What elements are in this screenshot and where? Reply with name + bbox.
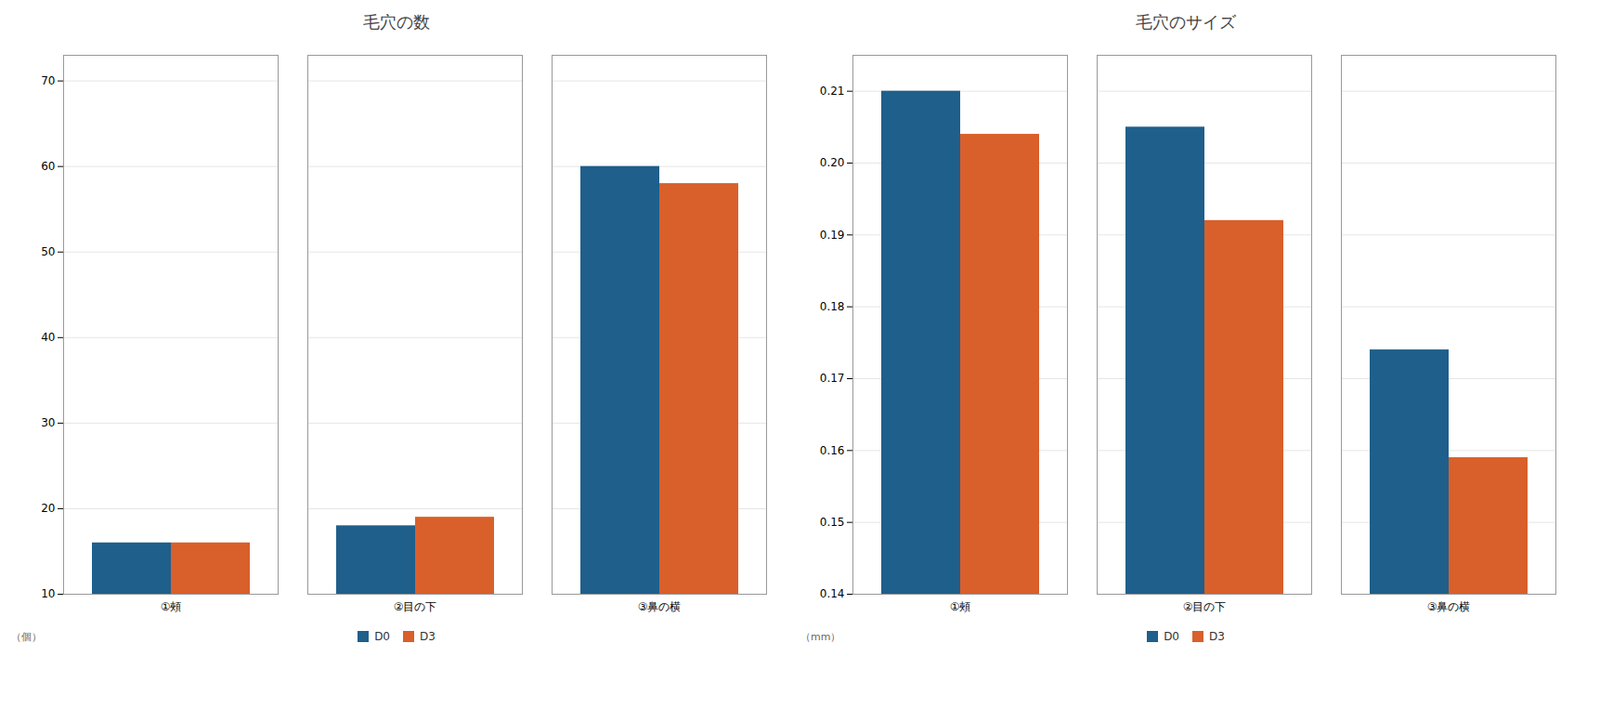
svg-text:40: 40 [40, 330, 55, 344]
html-text:毛穴の数: 毛穴の数 [363, 12, 430, 32]
svg-text:0.16: 0.16 [819, 443, 846, 457]
svg-text:0.20: 0.20 [819, 156, 846, 170]
svg-text:20: 20 [40, 501, 55, 515]
svg-text:0.21: 0.21 [819, 84, 846, 98]
svg-text:0.17: 0.17 [819, 371, 846, 385]
html-text:毛穴のサイズ: 毛穴のサイズ [1135, 12, 1236, 32]
svg-text:0.14: 0.14 [819, 586, 846, 600]
svg-text:0.18: 0.18 [819, 299, 846, 313]
svg-text:③鼻の横: ③鼻の横 [637, 599, 682, 613]
svg-text:30: 30 [40, 416, 55, 430]
svg-text:0.15: 0.15 [819, 515, 846, 529]
svg-text:70: 70 [40, 74, 55, 88]
html-text:（個）: （個） [11, 630, 42, 643]
svg-text:60: 60 [40, 159, 55, 173]
svg-text:②目の下: ②目の下 [1183, 599, 1227, 613]
html-text:（mm）: （mm） [800, 630, 841, 643]
html-text:D3: D3 [1209, 629, 1225, 643]
html-text:D0: D0 [374, 629, 391, 643]
svg-text:①頰: ①頰 [160, 599, 183, 613]
svg-text:③鼻の横: ③鼻の横 [1427, 599, 1471, 613]
svg-text:②目の下: ②目の下 [393, 599, 438, 613]
svg-text:①頰: ①頰 [949, 599, 972, 613]
html-text:D0: D0 [1163, 629, 1180, 643]
html-text:D3: D3 [419, 629, 436, 643]
svg-text:0.19: 0.19 [819, 228, 846, 242]
svg-text:10: 10 [40, 586, 55, 600]
svg-text:50: 50 [40, 245, 55, 259]
